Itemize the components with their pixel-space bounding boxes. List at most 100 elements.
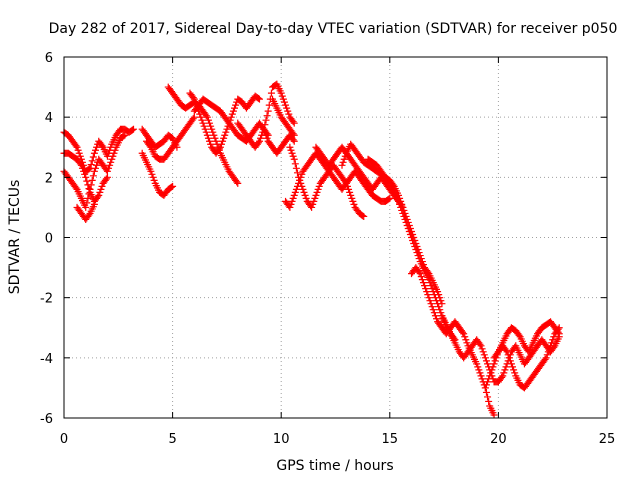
x-tick-label: 5 — [168, 432, 176, 447]
data-point — [400, 212, 408, 220]
data-point — [215, 145, 223, 153]
data-point — [280, 98, 288, 106]
data-point — [72, 142, 80, 150]
data-point — [97, 185, 105, 193]
data-point — [223, 125, 231, 133]
data-point — [502, 363, 510, 371]
data-point — [490, 411, 498, 419]
data-point — [476, 340, 484, 348]
data-point — [482, 381, 490, 389]
data-point — [210, 131, 218, 139]
data-point — [201, 125, 209, 133]
y-tick-label: 2 — [45, 171, 53, 186]
data-point — [511, 369, 519, 377]
data-point — [130, 125, 138, 133]
data-point — [426, 297, 434, 305]
data-point — [90, 200, 98, 208]
x-tick-label: 10 — [273, 432, 290, 447]
data-point — [87, 181, 95, 189]
y-tick-label: 4 — [45, 111, 53, 126]
series-track-g — [143, 113, 198, 163]
data-point — [96, 188, 104, 196]
series-track-d — [73, 200, 98, 223]
data-point — [207, 140, 215, 148]
data-point — [297, 173, 305, 181]
data-point — [228, 110, 236, 118]
data-point — [94, 193, 102, 201]
data-point — [77, 161, 85, 169]
data-point — [430, 291, 438, 299]
data-point — [547, 342, 555, 350]
data-point — [341, 152, 349, 160]
data-point — [261, 128, 269, 136]
data-point — [479, 348, 487, 356]
data-point — [284, 107, 292, 115]
data-point — [359, 212, 367, 220]
data-point — [394, 197, 402, 205]
data-point — [189, 94, 197, 102]
data-point — [545, 345, 553, 353]
data-point — [415, 268, 423, 276]
data-point — [209, 128, 217, 136]
data-point — [385, 178, 393, 186]
data-point — [548, 339, 556, 347]
data-point — [476, 369, 484, 377]
data-point — [431, 294, 439, 302]
series-track-k — [234, 80, 298, 151]
data-point — [401, 215, 409, 223]
data-point — [257, 134, 265, 142]
data-point — [459, 328, 467, 336]
data-point — [506, 357, 514, 365]
data-point — [399, 209, 407, 217]
data-point — [216, 143, 224, 151]
data-point — [314, 185, 322, 193]
data-point — [510, 366, 518, 374]
data-point — [426, 279, 434, 287]
y-axis-label: SDTVAR / TECUs — [7, 180, 23, 295]
series-track-h — [164, 83, 242, 187]
data-point — [429, 306, 437, 314]
data-point — [89, 153, 97, 161]
data-point — [340, 155, 348, 163]
data-point — [291, 160, 299, 168]
data-point — [427, 300, 435, 308]
data-point — [480, 351, 488, 359]
data-point — [386, 194, 394, 202]
data-point — [292, 164, 300, 172]
data-point — [419, 279, 427, 287]
data-point — [90, 167, 98, 175]
data-point — [295, 179, 303, 187]
data-point — [203, 113, 211, 121]
data-point — [346, 188, 354, 196]
data-point — [83, 199, 91, 207]
data-point — [78, 164, 86, 172]
x-tick-label: 20 — [490, 432, 507, 447]
data-point — [411, 243, 419, 251]
data-point — [254, 94, 262, 102]
data-point — [417, 273, 425, 281]
data-point — [431, 312, 439, 320]
data-point — [490, 360, 498, 368]
data-point — [550, 343, 558, 351]
data-point — [296, 176, 304, 184]
data-point — [74, 146, 82, 154]
data-point — [261, 121, 269, 129]
data-point — [121, 131, 129, 139]
data-point — [311, 194, 319, 202]
data-point — [255, 95, 263, 103]
data-point — [73, 143, 81, 151]
data-point — [72, 184, 80, 192]
data-point — [217, 140, 225, 148]
x-tick-label: 15 — [382, 432, 399, 447]
data-point — [425, 276, 433, 284]
data-point — [484, 360, 492, 368]
data-point — [109, 152, 117, 160]
data-point — [403, 221, 411, 229]
data-point — [254, 139, 262, 147]
data-point — [202, 112, 210, 120]
data-point — [229, 107, 237, 115]
data-point — [103, 167, 111, 175]
data-point — [347, 191, 355, 199]
data-point — [98, 182, 106, 190]
data-point — [80, 167, 88, 175]
